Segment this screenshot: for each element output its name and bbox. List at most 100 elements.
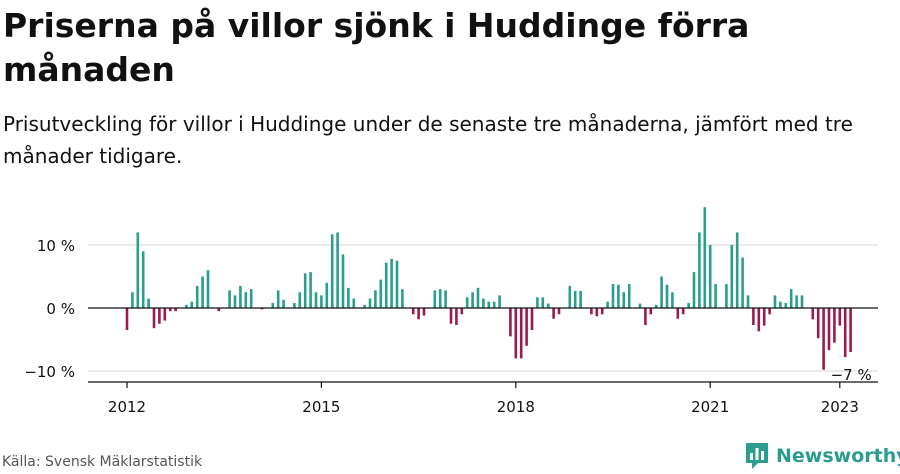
- bar: [627, 284, 631, 308]
- bar: [174, 308, 177, 312]
- bar: [325, 282, 329, 308]
- bar: [665, 284, 669, 308]
- bar: [849, 308, 852, 353]
- bar: [352, 298, 356, 308]
- bar: [460, 308, 464, 315]
- bar: [843, 308, 847, 358]
- bar: [617, 284, 620, 308]
- bar: [455, 308, 458, 326]
- bar: [595, 308, 599, 317]
- bar: [449, 308, 453, 324]
- bar: [735, 232, 739, 308]
- bar: [773, 295, 777, 308]
- brand-name: Newsworthy: [776, 445, 900, 467]
- x-tick-label: 2023: [821, 398, 859, 416]
- bars: [125, 207, 852, 370]
- x-tick-label: 2021: [691, 398, 729, 416]
- bar: [573, 290, 577, 308]
- bar: [158, 308, 161, 324]
- bar: [341, 254, 345, 308]
- bar: [433, 290, 437, 308]
- y-tick-label: 10 %: [37, 237, 75, 255]
- bar: [168, 308, 172, 312]
- bar: [336, 232, 339, 308]
- bar: [784, 302, 788, 308]
- x-tick-label: 2018: [497, 398, 535, 416]
- bar: [822, 308, 825, 370]
- bar: [422, 308, 426, 316]
- bar: [131, 292, 134, 308]
- bar: [363, 304, 366, 308]
- bar: [698, 232, 701, 308]
- bar: [741, 257, 744, 308]
- bar: [768, 308, 771, 315]
- bar: [471, 292, 474, 308]
- bar: [244, 292, 248, 308]
- brand-logo[interactable]: Newsworthy: [744, 440, 900, 472]
- bar: [401, 289, 404, 308]
- bar: [827, 308, 831, 351]
- bar: [552, 308, 555, 319]
- grid-lines: [88, 244, 878, 372]
- bar: [676, 308, 680, 319]
- x-tick-label: 2015: [302, 398, 340, 416]
- bar: [487, 301, 491, 308]
- bar: [206, 270, 210, 308]
- bar: [347, 287, 350, 308]
- chart-title: Priserna på villor sjönk i Huddinge förr…: [3, 6, 750, 89]
- bar: [703, 207, 707, 308]
- source-note: Källa: Svensk Mäklarstatistik: [2, 454, 203, 470]
- bar: [514, 308, 518, 359]
- bar: [309, 272, 312, 308]
- bar: [757, 308, 761, 332]
- bar: [384, 262, 388, 308]
- bar: [611, 284, 615, 308]
- bar: [374, 290, 377, 308]
- bar: [249, 289, 253, 308]
- bar: [293, 302, 296, 308]
- bar: [320, 295, 323, 308]
- bar: [568, 285, 572, 308]
- bar: [654, 304, 658, 308]
- x-tick-label: 2012: [108, 398, 146, 416]
- bar: [833, 308, 836, 343]
- bar: [725, 284, 728, 308]
- axes: [88, 307, 878, 388]
- bar: [444, 290, 447, 308]
- bar: [590, 308, 593, 315]
- bar: [492, 301, 496, 308]
- axis-labels: −10 % 0 % 10 % 2012 2015 2018 2021 2023 −7 %: [24, 237, 871, 416]
- bar: [660, 276, 663, 308]
- bar: [239, 285, 242, 308]
- bar: [314, 292, 318, 308]
- bar: [519, 308, 523, 359]
- bar: [600, 308, 604, 315]
- bar: [298, 292, 302, 308]
- bar: [303, 273, 307, 308]
- bar: [536, 297, 539, 308]
- bar: [190, 301, 194, 308]
- bar: [195, 285, 199, 308]
- bar: [795, 295, 798, 308]
- bar: [546, 303, 550, 308]
- bar: [789, 289, 793, 308]
- bar: [644, 308, 647, 326]
- bar: [482, 298, 485, 308]
- bar: [811, 308, 815, 320]
- bar: [816, 308, 820, 339]
- bar: [692, 272, 696, 308]
- bar: [147, 298, 150, 308]
- bar: [330, 234, 334, 308]
- bar: [525, 308, 528, 346]
- bar: [622, 292, 626, 308]
- bar: [282, 299, 285, 308]
- bar: [185, 304, 188, 308]
- bar: [509, 308, 512, 337]
- bar: [730, 245, 734, 308]
- bar: [438, 289, 442, 308]
- bar: [746, 295, 750, 308]
- bar: [163, 308, 167, 321]
- bar: [541, 297, 545, 308]
- bar: [379, 279, 383, 308]
- bar: [838, 308, 842, 326]
